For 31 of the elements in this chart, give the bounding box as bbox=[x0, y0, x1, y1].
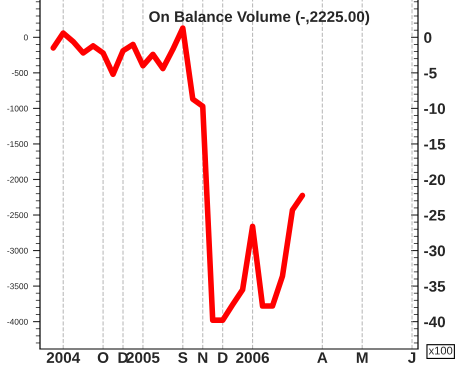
y2-tick-label: -30 bbox=[424, 245, 446, 256]
y2-tick-label: -40 bbox=[424, 316, 446, 328]
y2-tick-label: -10 bbox=[424, 103, 446, 114]
y2-tick-label: -15 bbox=[424, 138, 446, 150]
x-tick-label: D bbox=[118, 352, 128, 363]
x-tick-label: D bbox=[218, 352, 228, 363]
y-tick-label: -4000 bbox=[7, 318, 28, 325]
y-tick-label: -500 bbox=[12, 70, 28, 76]
y2-tick-label: -25 bbox=[424, 210, 446, 221]
x-tick-label: N bbox=[198, 352, 208, 363]
y-tick-label: -2000 bbox=[7, 176, 28, 183]
y2-tick-label: 0 bbox=[424, 32, 432, 44]
y-tick-label: -3000 bbox=[7, 248, 28, 254]
text: x100 bbox=[428, 346, 452, 355]
x-tick-label: J bbox=[408, 352, 416, 363]
y2-tick-label: -20 bbox=[424, 174, 446, 186]
x-tick-label: O bbox=[98, 352, 108, 363]
y-tick-label: -3500 bbox=[7, 283, 28, 290]
x-tick-label: M bbox=[356, 352, 368, 363]
y-tick-label: 0 bbox=[24, 34, 28, 40]
x-tick-label: A bbox=[317, 352, 328, 363]
y-tick-label: -1000 bbox=[7, 106, 28, 112]
x-tick-label: 2006 bbox=[236, 352, 270, 363]
y2-tick-label: -5 bbox=[424, 68, 437, 79]
x-tick-label: 2004 bbox=[46, 352, 80, 363]
x-tick-label: S bbox=[178, 352, 188, 363]
y-tick-label: -1500 bbox=[7, 141, 28, 148]
text: On Balance Volume (-,2225.00) bbox=[149, 10, 370, 26]
x-tick-label: 2005 bbox=[126, 352, 160, 363]
y-tick-label: -2500 bbox=[7, 212, 28, 218]
y2-tick-label: -35 bbox=[424, 280, 446, 292]
